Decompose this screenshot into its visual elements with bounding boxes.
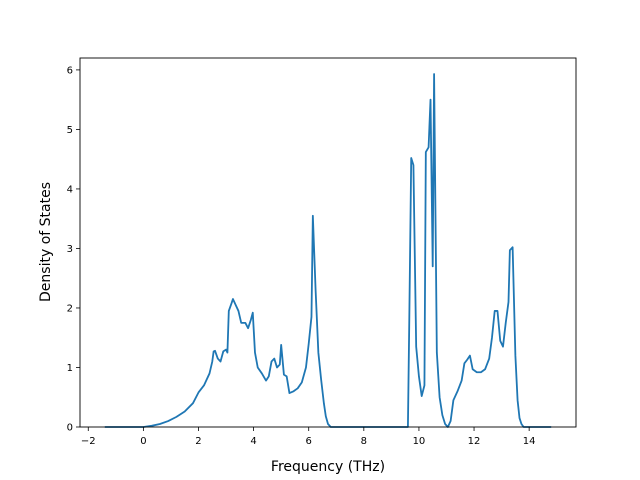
x-tick-label: 12 bbox=[468, 436, 481, 447]
x-axis-title: Frequency (THz) bbox=[271, 459, 385, 475]
y-tick-label: 5 bbox=[67, 125, 73, 136]
x-tick-label: 4 bbox=[250, 436, 256, 447]
x-axis-ticks: −2 0 2 4 6 8 10 12 14 bbox=[81, 427, 536, 447]
x-tick-label: 0 bbox=[140, 436, 146, 447]
dos-series-line bbox=[104, 73, 552, 428]
y-tick-label: 6 bbox=[67, 65, 73, 76]
y-axis-ticks: 0 1 2 3 4 5 6 bbox=[67, 65, 80, 434]
y-tick-label: 0 bbox=[67, 423, 73, 434]
x-tick-label: 14 bbox=[523, 436, 536, 447]
x-tick-label: 6 bbox=[306, 436, 312, 447]
y-tick-label: 2 bbox=[67, 303, 73, 314]
x-tick-label: 10 bbox=[413, 436, 426, 447]
x-tick-label: 8 bbox=[361, 436, 367, 447]
plot-frame bbox=[79, 57, 577, 428]
y-tick-label: 1 bbox=[67, 363, 73, 374]
y-axis-title: Density of States bbox=[38, 182, 54, 302]
y-tick-label: 4 bbox=[67, 184, 73, 195]
y-tick-label: 3 bbox=[67, 244, 73, 255]
x-tick-label: −2 bbox=[81, 436, 96, 447]
x-tick-label: 2 bbox=[195, 436, 201, 447]
plot-area bbox=[104, 73, 552, 428]
